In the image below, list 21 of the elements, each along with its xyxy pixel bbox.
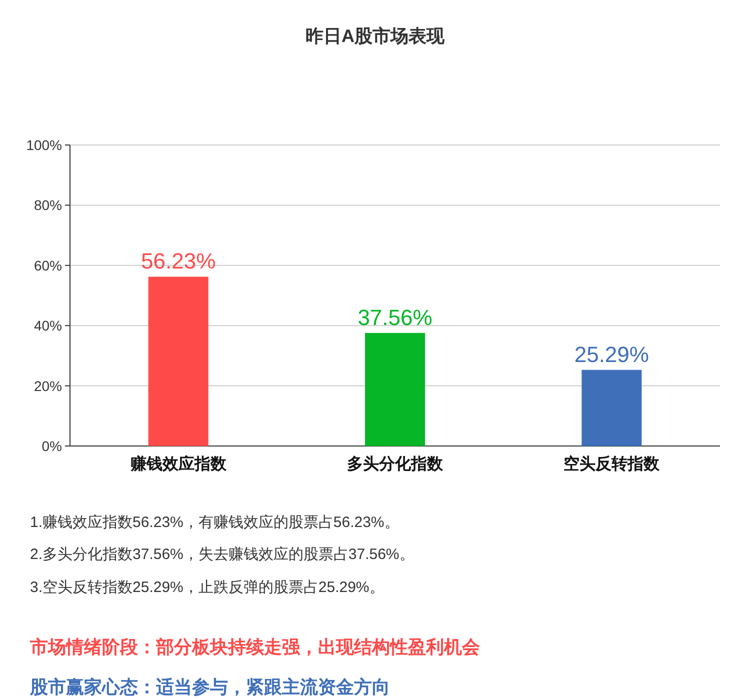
bar — [148, 276, 208, 446]
data-label: 37.56% — [358, 304, 432, 330]
data-label: 56.23% — [141, 248, 216, 274]
y-tick-label: 100% — [26, 137, 62, 153]
text: 股市赢家心态：适当参与，紧跟主流资金方向 — [29, 677, 390, 697]
bar — [582, 370, 642, 446]
x-tick-label: 赚钱效应指数 — [129, 454, 228, 473]
y-tick-label: 40% — [34, 318, 62, 334]
y-tick-label: 60% — [34, 257, 62, 274]
x-tick-label: 空头反转指数 — [564, 455, 661, 473]
text: 1.赚钱效应指数56.23%，有赚钱效应的股票占56.23%。 — [30, 514, 400, 531]
bar — [365, 332, 425, 446]
data-label: 25.29% — [574, 342, 649, 367]
text: 3.空头反转指数25.29%，止跌反弹的股票占25.29%。 — [30, 579, 384, 596]
text: 市场情绪阶段：部分板块持续走强，出现结构性盈利机会 — [29, 637, 481, 657]
chart-title: 昨日A股市场表现 — [306, 26, 446, 46]
x-tick-label: 多头分化指数 — [347, 455, 444, 473]
y-tick-label: 0% — [42, 438, 62, 454]
y-tick-label: 80% — [34, 197, 62, 214]
y-tick-label: 20% — [34, 378, 62, 394]
text: 2.多头分化指数37.56%，失去赚钱效应的股票占37.56%。 — [30, 546, 414, 563]
